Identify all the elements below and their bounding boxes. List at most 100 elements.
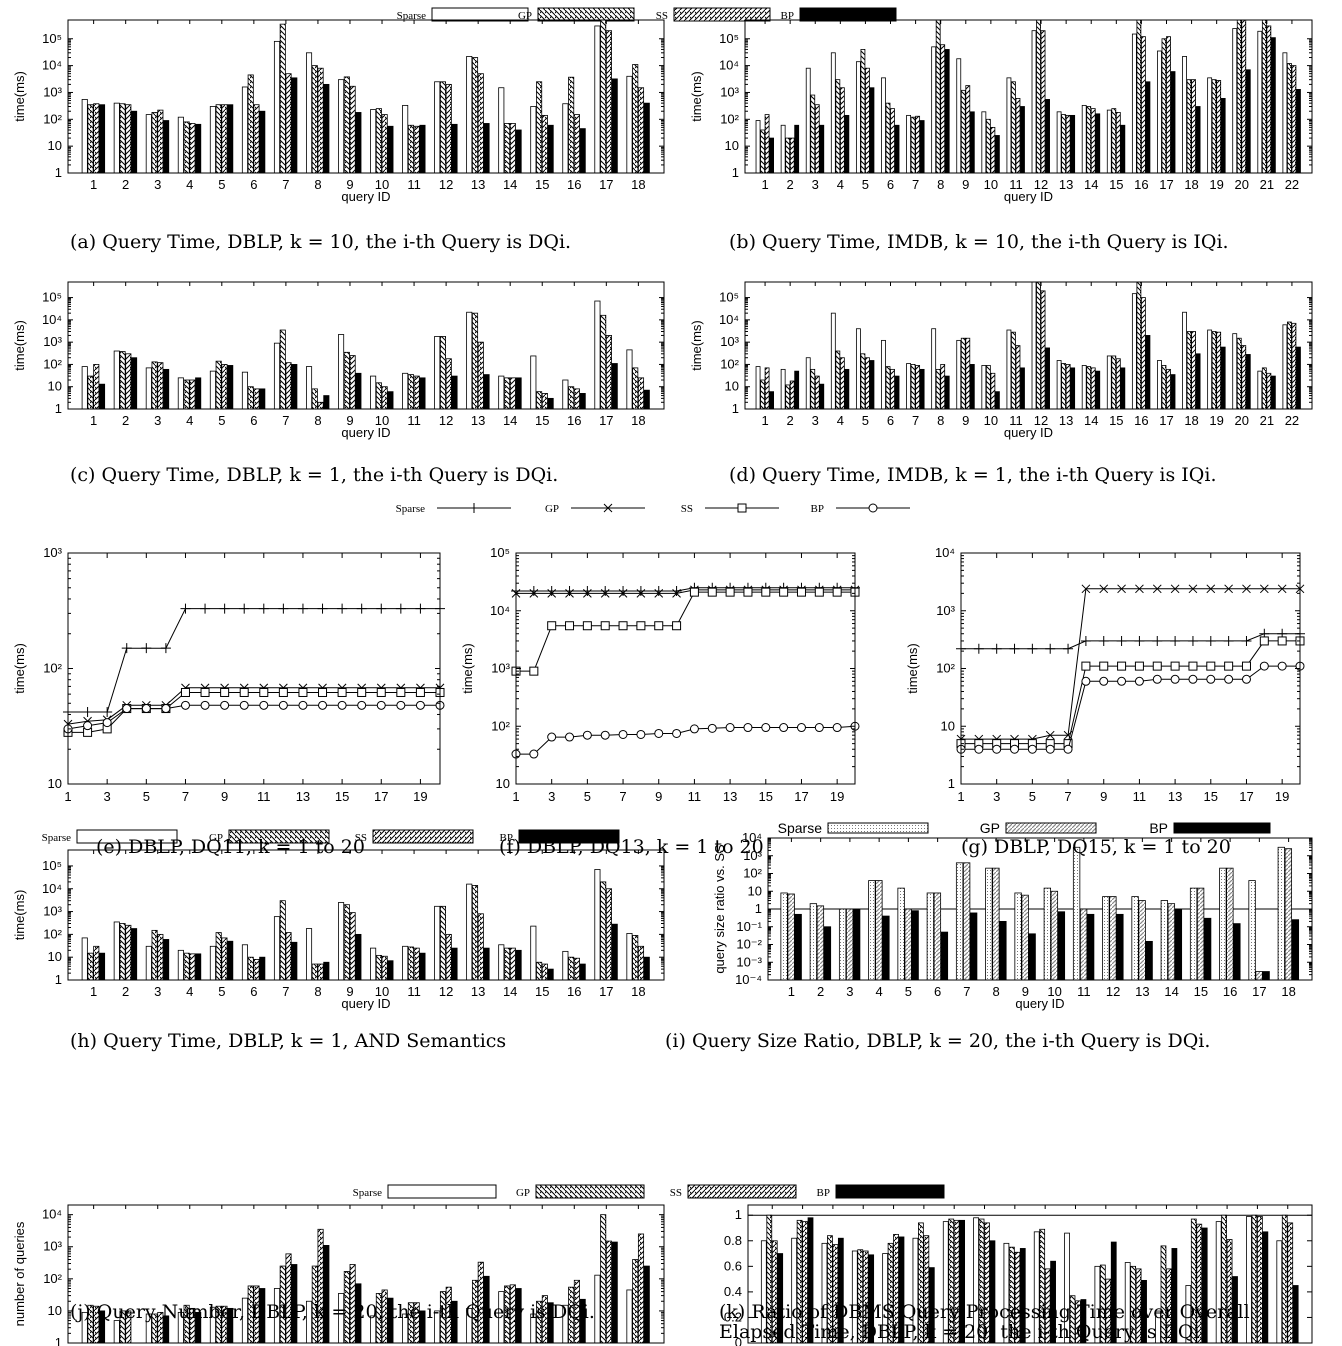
x-tick-label: 5 — [218, 984, 225, 999]
circle-marker — [180, 700, 190, 710]
bar-sparse — [273, 40, 281, 174]
bar-sparse — [145, 945, 152, 981]
y-tick-label: 10² — [43, 1271, 62, 1286]
bar-bp — [882, 915, 890, 981]
bar-sparse — [370, 109, 377, 174]
x-tick-label: 3 — [993, 789, 1000, 804]
cross-marker — [1224, 584, 1233, 594]
bar-sparse — [881, 339, 886, 410]
x-tick-label: 5 — [218, 413, 225, 428]
bar-ss — [1115, 358, 1121, 410]
bar-sparse — [955, 862, 964, 981]
circle-marker — [1224, 674, 1234, 684]
bar-ss — [1241, 19, 1247, 174]
series-gp — [63, 683, 445, 729]
bar-ss — [157, 362, 164, 410]
y-tick-label: 1 — [55, 1335, 62, 1346]
plus-marker — [1205, 635, 1216, 646]
plus-marker — [278, 603, 289, 614]
bar-bp — [355, 112, 362, 174]
x-tick-label: 22 — [1285, 177, 1299, 192]
caption-k: Elapsed Time, DBLP, k = 20, the i-th Que… — [719, 1321, 1206, 1343]
y-axis-label: time(ms) — [689, 71, 704, 122]
y-tick-label: 0.2 — [724, 1309, 742, 1324]
legend-entry-i-sparse: Sparse — [778, 820, 929, 836]
y-tick-label: 10³ — [491, 661, 510, 676]
bar-bp — [131, 110, 138, 174]
bar-gp — [985, 118, 991, 174]
bar-gp — [992, 867, 1000, 981]
bar-sparse — [1246, 1216, 1252, 1344]
x-tick-label: 17 — [599, 177, 613, 192]
x-tick-label: 10 — [375, 177, 389, 192]
y-tick-label: 0.6 — [724, 1258, 742, 1273]
bar-bp — [1120, 367, 1126, 410]
bar-ss — [764, 367, 770, 410]
x-tick-label: 22 — [1285, 413, 1299, 428]
legend-swatch — [687, 1184, 797, 1199]
legend-label: GP — [518, 10, 532, 22]
bar-ss — [1140, 36, 1146, 174]
y-tick-label: 0.4 — [724, 1284, 742, 1299]
bar-bp — [1070, 367, 1076, 410]
x-tick-label: 1 — [788, 984, 795, 999]
bar-gp — [504, 377, 511, 410]
plus-marker — [317, 603, 328, 614]
bar-bp — [1233, 923, 1241, 981]
bar-sparse — [838, 908, 847, 981]
legend-label: Sparse — [397, 10, 426, 22]
square-marker — [298, 687, 308, 697]
bar-bp — [611, 923, 618, 981]
plus-marker — [160, 643, 171, 654]
x-tick-label: 3 — [812, 413, 819, 428]
y-tick-label: 10⁴ — [719, 312, 739, 327]
bar-ss — [125, 924, 132, 981]
bar-ss — [1266, 372, 1272, 410]
y-tick-label: 10⁴ — [42, 58, 62, 73]
bar-gp — [279, 900, 286, 981]
cross-marker — [672, 589, 681, 598]
bar-bp — [1170, 374, 1176, 410]
bar-gp — [910, 116, 916, 174]
bar-ss — [915, 365, 921, 410]
y-tick-label: 10³ — [43, 904, 62, 919]
square-marker — [396, 687, 406, 697]
circle-marker — [220, 700, 230, 710]
bar-sparse — [1056, 360, 1062, 410]
bar-sparse — [1031, 281, 1037, 410]
bar-gp — [375, 108, 382, 174]
bar-gp — [87, 104, 94, 174]
bar-ss — [605, 888, 612, 981]
circle-marker — [200, 700, 210, 710]
y-axis-label: time(ms) — [905, 643, 920, 694]
y-tick-label: 1 — [732, 165, 739, 180]
bar-ss — [349, 85, 356, 174]
square-marker — [278, 687, 288, 697]
bar-ss — [541, 393, 548, 410]
circle-marker — [992, 744, 1002, 754]
bar-sparse — [338, 79, 345, 174]
x-tick-label: 13 — [471, 984, 485, 999]
series-line — [961, 588, 1300, 740]
square-marker — [582, 621, 592, 631]
circle-marker — [1045, 744, 1055, 754]
bar-gp — [1011, 81, 1016, 174]
y-tick-label: 10⁴ — [719, 58, 739, 73]
legend-label: Sparse — [778, 820, 823, 836]
legend-swatch — [827, 822, 929, 834]
bar-gp — [119, 351, 126, 410]
bar-sparse — [1131, 33, 1137, 174]
x-tick-label: 21 — [1260, 177, 1274, 192]
bar-sparse — [926, 892, 935, 981]
bar-bp — [451, 375, 458, 410]
bar-sparse — [1248, 880, 1256, 981]
bar-sparse — [981, 365, 987, 410]
bar-bp — [451, 123, 458, 174]
bar-ss — [605, 1240, 612, 1344]
x-tick-label: 9 — [962, 413, 969, 428]
legend-label: BP — [500, 832, 513, 844]
bar-ss — [509, 947, 516, 981]
y-tick-label: 10⁵ — [42, 31, 62, 46]
bar-gp — [785, 137, 791, 174]
